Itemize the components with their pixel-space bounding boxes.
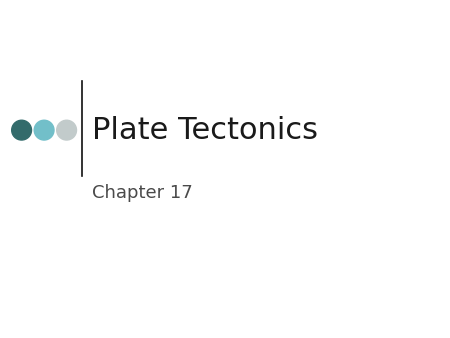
- Text: Chapter 17: Chapter 17: [92, 184, 193, 202]
- Text: Plate Tectonics: Plate Tectonics: [92, 116, 318, 145]
- Ellipse shape: [34, 120, 54, 140]
- Ellipse shape: [57, 120, 76, 140]
- Ellipse shape: [12, 120, 32, 140]
